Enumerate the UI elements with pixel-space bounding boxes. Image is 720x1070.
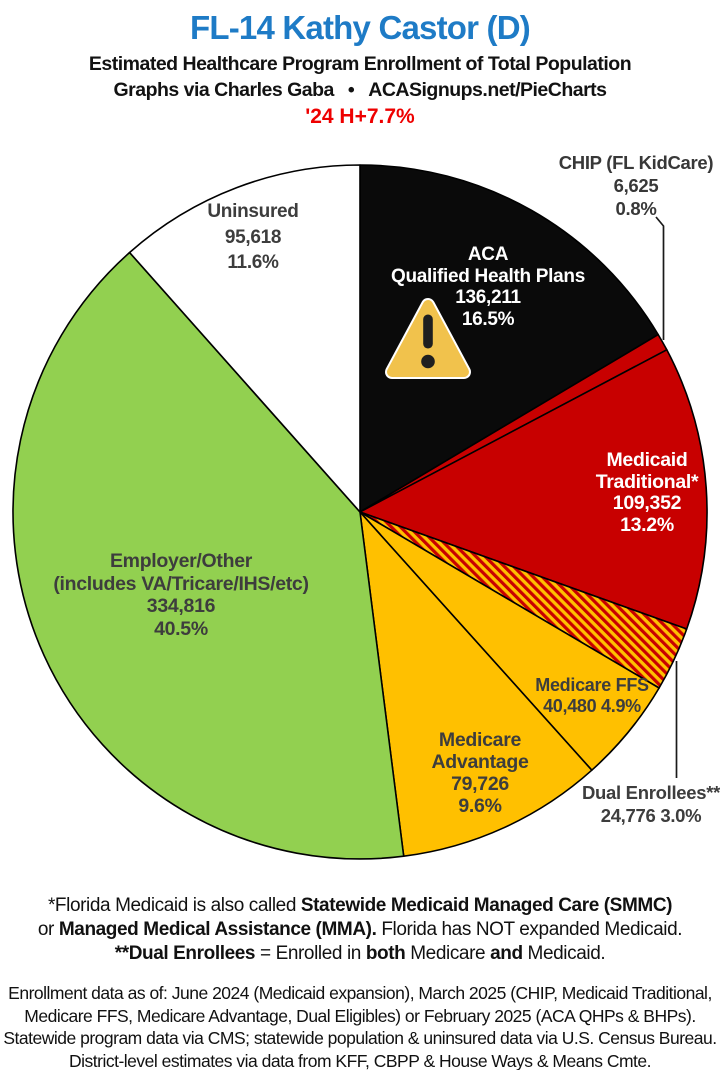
chart-subtitle: Estimated Healthcare Program Enrollment …: [88, 53, 632, 75]
data-sources-line: Enrollment data as of: June 2024 (Medica…: [8, 983, 712, 1003]
slice-label-line: ACA: [467, 244, 509, 265]
medicaid-footnote: *Florida Medicaid is also called Statewi…: [0, 894, 720, 966]
footnote-text-bold: both: [365, 943, 406, 964]
slice-label-line: 9.6%: [458, 795, 502, 817]
slice-label-medicare-advantage: Medicare Advantage 79,726 9.6%: [380, 729, 580, 817]
footnote-text-bold: Managed Medical Assistance (MMA).: [58, 919, 377, 940]
footnote-text-bold: Statewide Medicaid Managed Care (SMMC): [300, 895, 673, 916]
pie-slice-uninsured: [128, 164, 361, 513]
footnote-text: = Enrolled in: [255, 943, 366, 964]
footnote-text: Medicare: [405, 943, 491, 964]
data-sources-footnote: Enrollment data as of: June 2024 (Medica…: [0, 982, 720, 1070]
slice-label-line: 40,480 4.9%: [543, 696, 641, 716]
footnote-text: *Florida Medicaid is also called: [47, 895, 301, 916]
slice-label-line: Traditional*: [595, 470, 699, 493]
change-badge: '24 H+7.7%: [305, 105, 415, 128]
slice-label-line: 16.5%: [461, 308, 515, 330]
pie-slice-aca: [359, 164, 659, 513]
slice-label-line: Employer/Other: [109, 550, 253, 572]
pie-slice-medicaid: [359, 349, 708, 630]
data-sources-line: Statewide program data via CMS; statewid…: [3, 1028, 717, 1048]
slice-label-line: Medicare: [438, 729, 522, 751]
slice-label-line: 334,816: [146, 595, 216, 617]
slice-label-line: 0.8%: [615, 198, 657, 219]
medicaid-footnote-line2: or Managed Medical Assistance (MMA). Flo…: [0, 918, 720, 942]
slice-label-dual: Dual Enrollees** 24,776 3.0%: [536, 781, 720, 827]
slice-label-line: 109,352: [612, 492, 682, 514]
slice-label-medicare-ffs: Medicare FFS 40,480 4.9%: [497, 675, 687, 717]
slice-label-employer: Employer/Other (includes VA/Tricare/IHS/…: [21, 550, 341, 640]
data-sources-line: Medicare FFS, Medicare Advantage, Dual E…: [24, 1005, 696, 1026]
slice-label-line: Medicare FFS: [535, 675, 649, 695]
footnote-text-bold: **Dual Enrollees: [114, 943, 256, 964]
pie-slice-advantage: [359, 511, 593, 857]
footnote-text: or: [37, 919, 59, 940]
credit-site: ACASignups.net/PieCharts: [368, 79, 607, 101]
slice-label-aca: ACA Qualified Health Plans 136,211 16.5%: [348, 244, 628, 330]
chart-header: FL-14 Kathy Castor (D) Estimated Healthc…: [0, 0, 720, 128]
slice-label-line: Uninsured: [207, 201, 299, 222]
footnote-text: Florida has NOT expanded Medicaid.: [376, 919, 683, 940]
footnote-text: Medicaid.: [522, 943, 606, 964]
slice-label-line: 95,618: [224, 226, 282, 248]
credit-author: Graphs via Charles Gaba: [113, 79, 334, 101]
slice-label-line: Advantage: [431, 751, 529, 773]
slice-label-line: 136,211: [455, 287, 521, 308]
chip-leader-line: [655, 216, 665, 340]
slice-label-line: 6,625: [613, 175, 659, 196]
medicaid-footnote-line3: **Dual Enrollees = Enrolled in both Medi…: [0, 942, 720, 966]
page-title: FL-14 Kathy Castor (D): [190, 9, 531, 46]
credit-line: Graphs via Charles Gaba • ACASignups.net/P…: [0, 79, 720, 101]
slice-label-line: 13.2%: [620, 513, 674, 536]
slice-label-line: 11.6%: [227, 252, 279, 273]
slice-label-uninsured: Uninsured 95,618 11.6%: [153, 199, 353, 276]
warning-icon: [385, 298, 471, 379]
slice-label-line: (includes VA/Tricare/IHS/etc): [53, 572, 309, 595]
slice-label-line: 40.5%: [154, 617, 208, 640]
medicaid-footnote-line1: *Florida Medicaid is also called Statewi…: [0, 894, 720, 918]
slice-label-medicaid: Medicaid Traditional* 109,352 13.2%: [547, 449, 720, 536]
slice-label-line: CHIP (FL KidCare): [558, 152, 714, 173]
pie-slice-employer: [12, 251, 405, 860]
slice-label-line: Medicaid: [606, 449, 688, 471]
slice-label-line: 79,726: [451, 773, 509, 795]
slice-label-line: 24,776 3.0%: [600, 805, 702, 826]
slice-label-line: Qualified Health Plans: [390, 265, 585, 287]
pie-slices-group: [12, 164, 708, 860]
footnote-text-bold: and: [490, 943, 523, 964]
bullet-separator-icon: •: [347, 79, 355, 101]
slice-label-line: Dual Enrollees**: [581, 782, 720, 803]
data-sources-line: District-level estimates via data from K…: [69, 1050, 652, 1070]
slice-label-chip: CHIP (FL KidCare) 6,625 0.8%: [526, 151, 720, 220]
